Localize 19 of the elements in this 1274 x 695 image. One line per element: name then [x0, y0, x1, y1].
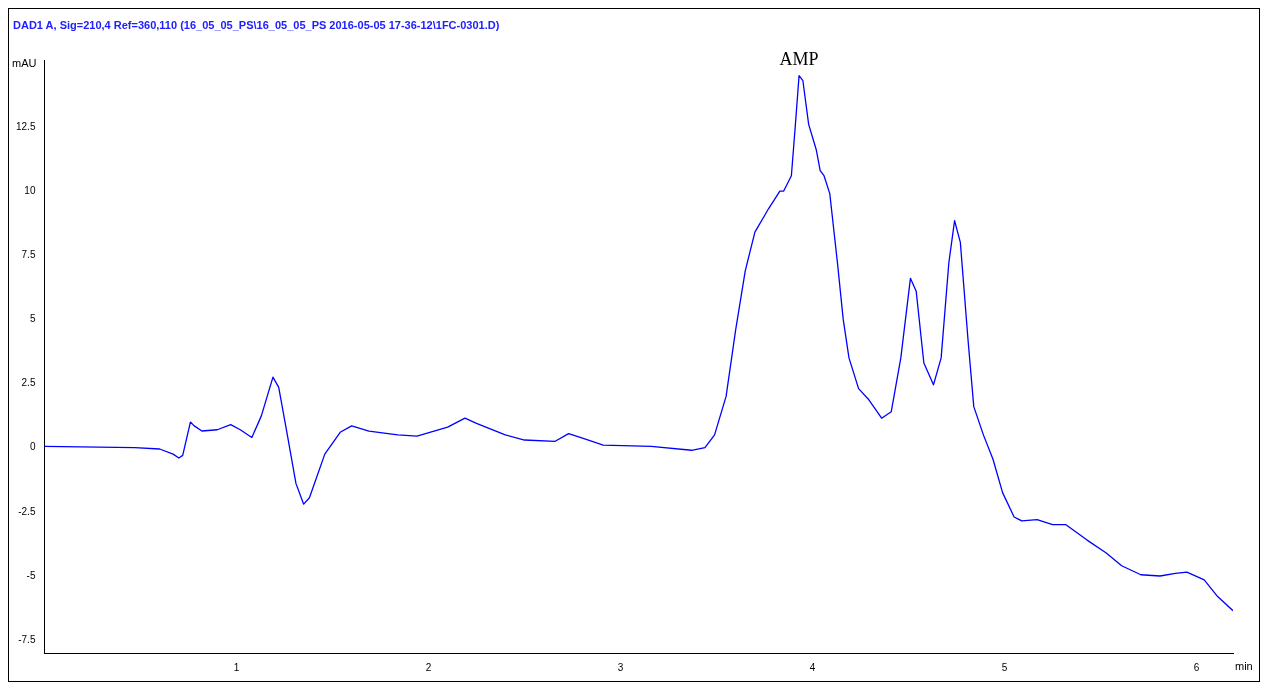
y-axis-title: mAU [12, 57, 37, 70]
x-tick-label: 2 [425, 661, 432, 673]
x-axis-title: min [1235, 659, 1253, 672]
y-tick-label: 12.5 [15, 120, 36, 132]
x-tick-label: 4 [809, 661, 816, 673]
y-tick-label: 7.5 [21, 248, 36, 260]
annotation: AMP [779, 49, 819, 70]
y-tick-label: -7.5 [18, 633, 36, 645]
y-tick-label: 10 [24, 184, 36, 196]
y-tick-label: 5 [29, 313, 36, 325]
x-tick-label: 6 [1193, 661, 1200, 673]
x-tick-label: 1 [233, 661, 240, 673]
y-tick-label: 0 [29, 441, 36, 453]
y-tick-label: 2.5 [21, 377, 36, 389]
y-tick-label: -2.5 [18, 505, 36, 517]
chart-title: DAD1 A, Sig=210,4 Ref=360,110 (16_05_05_PS\16_05_05_PS 2016-05-05 17-36-12\1FC-0301.D) [13, 18, 500, 31]
y-tick-label: -5 [26, 569, 36, 581]
x-tick-label: 3 [617, 661, 624, 673]
x-tick-label: 5 [1001, 661, 1008, 673]
